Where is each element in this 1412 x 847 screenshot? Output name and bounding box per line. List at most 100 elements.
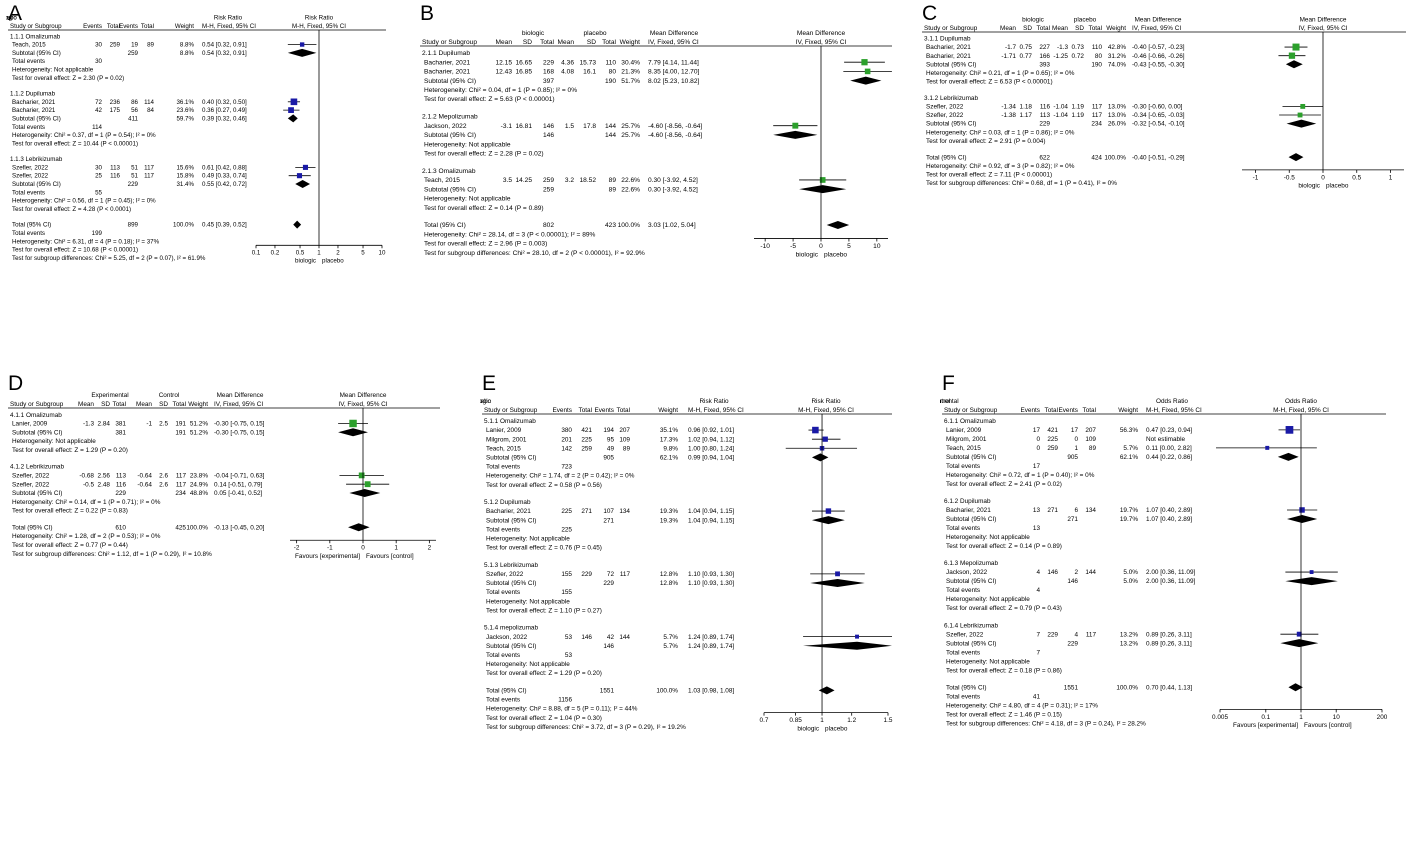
subgroup-title: 5.1.4 mepolizumab xyxy=(484,625,538,632)
estimate-method-header: IV, Fixed, 95% CI xyxy=(648,39,699,46)
table-cell: 2.6 xyxy=(159,481,168,488)
heterogeneity-text: Heterogeneity: Not applicable xyxy=(424,196,511,203)
study-estimate-square xyxy=(792,123,798,129)
panel-letter: F xyxy=(942,372,955,395)
subtotal-ci: 1.10 [0.93, 1.30] xyxy=(688,580,734,587)
plot-header: Mean Difference xyxy=(340,392,387,399)
x-axis-tick-label: -1 xyxy=(1253,174,1259,181)
overall-effect-text: Test for overall effect: Z = 0.22 (P = 0… xyxy=(12,508,128,515)
subtotal-diamond xyxy=(1287,515,1317,523)
table-cell: 0.72 xyxy=(1072,53,1085,60)
total-events-value: 55 xyxy=(95,189,102,196)
column-header: Mean xyxy=(136,401,152,408)
total-label: Total (95% CI) xyxy=(12,524,53,531)
table-cell: 2 xyxy=(1074,569,1078,576)
table-cell: 2.84 xyxy=(98,421,111,428)
table-cell: -1 xyxy=(146,421,152,428)
subgroup-title: 6.1.2 Dupilumab xyxy=(944,498,991,505)
column-header: Events xyxy=(1058,407,1078,414)
overall-effect-text: Test for overall effect: Z = 0.79 (P = 0… xyxy=(946,605,1062,612)
table-cell: 14.25 xyxy=(515,177,532,184)
table-cell: 49 xyxy=(607,445,615,452)
subtotal-ci: -4.60 [-8.56, -0.64] xyxy=(648,132,702,139)
table-cell: 1.19 xyxy=(1072,104,1085,111)
subtotal-ci: 0.55 [0.42, 0.72] xyxy=(202,181,247,188)
table-cell: 229 xyxy=(543,59,554,66)
study-ci: 0.61 [0.42, 0.88] xyxy=(202,164,247,171)
column-header: Total xyxy=(1083,407,1097,414)
table-cell: 271 xyxy=(603,517,614,524)
total-events-label: Total events xyxy=(946,649,980,656)
study-estimate-square xyxy=(1286,426,1294,434)
overall-diamond xyxy=(827,221,849,229)
table-cell: 72 xyxy=(607,571,615,578)
table-cell: 229 xyxy=(1067,640,1078,647)
subtotal-ci: 0.30 [-3.92, 4.52] xyxy=(648,186,698,193)
estimate-method-header: M-H, Fixed, 95% CI xyxy=(1146,407,1202,414)
favours-left-label: biologic xyxy=(797,725,819,732)
table-cell: 191 xyxy=(175,421,186,428)
table-cell: 12.15 xyxy=(495,59,512,66)
study-name: Szefler, 2022 xyxy=(12,481,50,488)
table-cell: 225 xyxy=(1047,436,1058,443)
summary-statistics-text: Heterogeneity: Chi² = 6.31, df = 4 (P = … xyxy=(12,238,160,245)
table-cell: -1.3 xyxy=(83,421,94,428)
summary-statistics-text: Test for subgroup differences: Chi² = 28… xyxy=(424,250,645,257)
table-cell: 144 xyxy=(605,132,616,139)
study-ci: 0.40 [0.32, 0.50] xyxy=(202,99,247,106)
total-events-label: Total events xyxy=(486,697,520,704)
table-cell: 227 xyxy=(1039,44,1050,51)
study-weight: 8.8% xyxy=(180,42,195,49)
table-cell: 271 xyxy=(1067,516,1078,523)
overall-effect-text: Test for overall effect: Z = 2.30 (P = 0… xyxy=(12,75,124,82)
favours-left-label: biologic xyxy=(1298,183,1320,190)
total-events-value: 17 xyxy=(1033,463,1041,470)
table-cell: 89 xyxy=(609,186,617,193)
table-cell: 16.81 xyxy=(515,123,532,130)
table-cell: 109 xyxy=(619,436,630,443)
summary-statistics-text: Test for subgroup differences: Chi² = 1.… xyxy=(12,551,212,558)
weight-column-header: Weight xyxy=(1118,407,1138,414)
x-axis-tick-label: 1 xyxy=(820,717,824,724)
table-cell: 423 xyxy=(605,222,616,229)
subtotal-weight: 31.4% xyxy=(176,181,194,188)
study-weight: 15.6% xyxy=(176,164,194,171)
study-weight: 12.8% xyxy=(660,571,678,578)
study-weight: 36.1% xyxy=(176,99,194,106)
total-events-label: Total events xyxy=(12,124,45,131)
table-cell: 117 xyxy=(1092,104,1103,111)
study-estimate-square xyxy=(865,69,871,75)
study-column-header: Study or Subgroup xyxy=(10,401,64,408)
subtotal-label: Subtotal (95% CI) xyxy=(424,78,476,85)
table-cell: -1.04 xyxy=(1053,104,1068,111)
x-axis-tick-label: 5 xyxy=(847,243,851,250)
column-header: Mean xyxy=(1052,25,1068,32)
table-cell: 117 xyxy=(176,473,187,480)
summary-statistics-text: Test for subgroup differences: Chi² = 0.… xyxy=(926,180,1117,187)
study-estimate-square xyxy=(1310,570,1314,574)
table-cell: 89 xyxy=(609,177,617,184)
subtotal-label: Subtotal (95% CI) xyxy=(486,643,536,650)
heterogeneity-text: Heterogeneity: Not applicable xyxy=(486,598,570,605)
column-header: Mean xyxy=(78,401,94,408)
study-name: Lanier, 2009 xyxy=(946,427,982,434)
subtotal-label: Subtotal (95% CI) xyxy=(12,429,62,436)
column-header: Total xyxy=(617,407,631,414)
table-cell: 229 xyxy=(115,490,126,497)
x-axis-tick-label: 2 xyxy=(336,250,340,257)
table-cell: 166 xyxy=(1039,53,1050,60)
weight-column-header: Weight xyxy=(1106,25,1126,32)
subtotal-label: Subtotal (95% CI) xyxy=(424,186,476,193)
table-cell: 89 xyxy=(623,445,631,452)
table-cell: 7 xyxy=(1036,631,1040,638)
study-ci: 1.02 [0.94, 1.12] xyxy=(688,436,734,443)
study-name: Teach, 2015 xyxy=(424,177,460,184)
subtotal-label: Subtotal (95% CI) xyxy=(12,50,61,57)
favours-left-label: Favours [experimental] xyxy=(295,553,360,560)
weight-column-header: Weight xyxy=(188,401,208,408)
table-cell: 117 xyxy=(1092,112,1103,119)
subgroup-title: 3.1.1 Dupilumab xyxy=(924,36,971,43)
overall-effect-text: Test for overall effect: Z = 2.28 (P = 0… xyxy=(424,150,544,157)
plot-method-header: M-H, Fixed, 95% CI xyxy=(1273,407,1329,414)
